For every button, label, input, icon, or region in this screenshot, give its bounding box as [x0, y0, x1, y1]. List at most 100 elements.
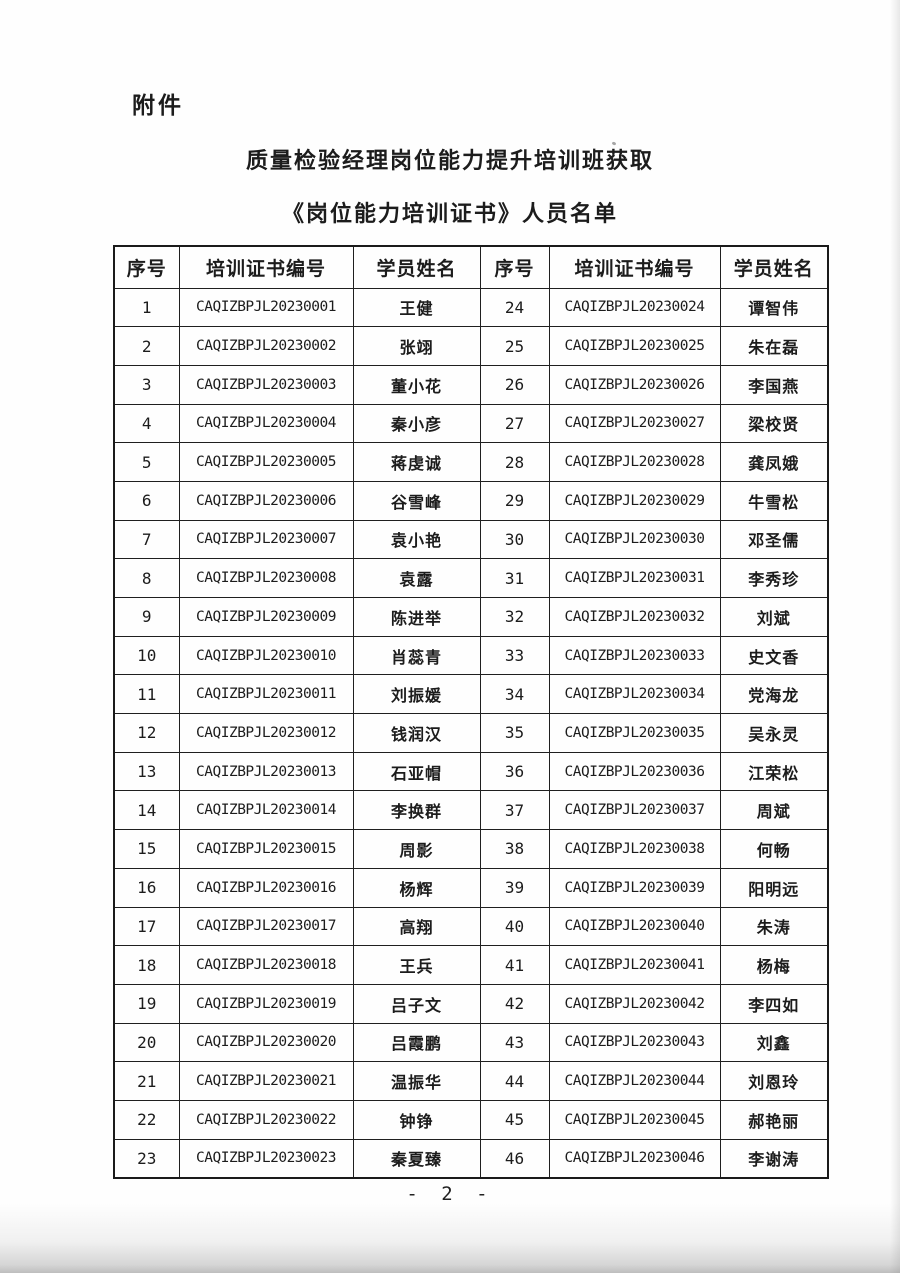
serial-cell: 36 — [479, 751, 550, 792]
column-header-cert-left: 培训证书编号 — [178, 245, 354, 289]
table-row: 7 CAQIZBPJL20230007 袁小艳 30 CAQIZBPJL20230030… — [113, 519, 829, 560]
serial-cell: 12 — [113, 713, 180, 753]
cert-number-cell: CAQIZBPJL20230005 — [178, 442, 354, 482]
serial-cell: 28 — [479, 442, 550, 482]
student-name-cell: 高翔 — [352, 906, 481, 947]
student-name-cell: 蒋虔诚 — [352, 442, 481, 482]
student-name-cell: 龚凤娥 — [719, 442, 829, 482]
table-row: 17 CAQIZBPJL20230017 高翔 40 CAQIZBPJL20230040… — [113, 906, 829, 947]
scan-artifact-right — [890, 0, 900, 1273]
serial-cell: 13 — [113, 751, 180, 792]
cert-number-cell: CAQIZBPJL20230028 — [548, 442, 721, 482]
cert-number-cell: CAQIZBPJL20230002 — [178, 326, 354, 366]
serial-cell: 32 — [479, 597, 550, 637]
serial-cell: 45 — [479, 1099, 550, 1140]
student-name-cell: 李秀珍 — [719, 558, 829, 598]
serial-cell: 7 — [113, 519, 180, 560]
table-row: 20 CAQIZBPJL20230020 吕霞鹏 43 CAQIZBPJL2023004… — [113, 1022, 829, 1063]
serial-cell: 22 — [113, 1099, 180, 1140]
serial-cell: 14 — [113, 790, 180, 831]
cert-number-cell: CAQIZBPJL20230044 — [548, 1061, 721, 1101]
cert-number-cell: CAQIZBPJL20230034 — [548, 674, 721, 715]
cert-number-cell: CAQIZBPJL20230014 — [178, 790, 354, 831]
cert-number-cell: CAQIZBPJL20230022 — [178, 1099, 354, 1140]
cert-number-cell: CAQIZBPJL20230024 — [548, 287, 721, 328]
serial-cell: 15 — [113, 829, 180, 869]
cert-number-cell: CAQIZBPJL20230001 — [178, 287, 354, 328]
cert-number-cell: CAQIZBPJL20230039 — [548, 867, 721, 908]
column-header-serial-left: 序号 — [113, 245, 180, 289]
serial-cell: 41 — [479, 945, 550, 985]
student-name-cell: 谷雪峰 — [352, 480, 481, 521]
student-name-cell: 刘斌 — [719, 597, 829, 637]
serial-cell: 31 — [479, 558, 550, 598]
serial-cell: 21 — [113, 1061, 180, 1101]
student-name-cell: 肖蕊青 — [352, 635, 481, 676]
serial-cell: 29 — [479, 480, 550, 521]
student-name-cell: 王兵 — [352, 945, 481, 985]
table-row: 8 CAQIZBPJL20230008 袁露 31 CAQIZBPJL20230031 李… — [113, 558, 829, 598]
table-row: 11 CAQIZBPJL20230011 刘振媛 34 CAQIZBPJL2023003… — [113, 674, 829, 715]
column-header-name-right: 学员姓名 — [719, 245, 829, 289]
table-row: 6 CAQIZBPJL20230006 谷雪峰 29 CAQIZBPJL20230029… — [113, 480, 829, 521]
cert-number-cell: CAQIZBPJL20230029 — [548, 480, 721, 521]
cert-number-cell: CAQIZBPJL20230021 — [178, 1061, 354, 1101]
student-name-cell: 刘恩玲 — [719, 1061, 829, 1101]
cert-number-cell: CAQIZBPJL20230008 — [178, 558, 354, 598]
table-row: 13 CAQIZBPJL20230013 石亚帽 36 CAQIZBPJL2023003… — [113, 751, 829, 792]
cert-number-cell: CAQIZBPJL20230012 — [178, 713, 354, 753]
student-name-cell: 杨梅 — [719, 945, 829, 985]
student-name-cell: 张翊 — [352, 326, 481, 366]
student-name-cell: 江荣松 — [719, 751, 829, 792]
student-name-cell: 朱涛 — [719, 906, 829, 947]
cert-number-cell: CAQIZBPJL20230032 — [548, 597, 721, 637]
cert-number-cell: CAQIZBPJL20230020 — [178, 1022, 354, 1063]
student-name-cell: 牛雪松 — [719, 480, 829, 521]
serial-cell: 9 — [113, 597, 180, 637]
serial-cell: 38 — [479, 829, 550, 869]
cert-number-cell: CAQIZBPJL20230027 — [548, 403, 721, 444]
student-name-cell: 李国燕 — [719, 364, 829, 405]
cert-number-cell: CAQIZBPJL20230015 — [178, 829, 354, 869]
student-name-cell: 吴永灵 — [719, 713, 829, 753]
student-name-cell: 董小花 — [352, 364, 481, 405]
serial-cell: 39 — [479, 867, 550, 908]
serial-cell: 3 — [113, 364, 180, 405]
table-row: 10 CAQIZBPJL20230010 肖蕊青 33 CAQIZBPJL2023003… — [113, 635, 829, 676]
cert-number-cell: CAQIZBPJL20230037 — [548, 790, 721, 831]
student-name-cell: 石亚帽 — [352, 751, 481, 792]
serial-cell: 43 — [479, 1022, 550, 1063]
student-name-cell: 阳明远 — [719, 867, 829, 908]
cert-number-cell: CAQIZBPJL20230017 — [178, 906, 354, 947]
attachment-label: 附件 — [132, 93, 184, 118]
cert-number-cell: CAQIZBPJL20230031 — [548, 558, 721, 598]
serial-cell: 37 — [479, 790, 550, 831]
serial-cell: 8 — [113, 558, 180, 598]
serial-cell: 11 — [113, 674, 180, 715]
table-row: 2 CAQIZBPJL20230002 张翊 25 CAQIZBPJL20230025 朱… — [113, 326, 829, 366]
serial-cell: 26 — [479, 364, 550, 405]
cert-number-cell: CAQIZBPJL20230013 — [178, 751, 354, 792]
serial-cell: 18 — [113, 945, 180, 985]
student-name-cell: 钱润汉 — [352, 713, 481, 753]
serial-cell: 2 — [113, 326, 180, 366]
student-name-cell: 郝艳丽 — [719, 1099, 829, 1140]
table-row: 14 CAQIZBPJL20230014 李换群 37 CAQIZBPJL2023003… — [113, 790, 829, 831]
student-name-cell: 李换群 — [352, 790, 481, 831]
table-row: 5 CAQIZBPJL20230005 蒋虔诚 28 CAQIZBPJL20230028… — [113, 442, 829, 482]
serial-cell: 5 — [113, 442, 180, 482]
table-row: 15 CAQIZBPJL20230015 周影 38 CAQIZBPJL20230038… — [113, 829, 829, 869]
serial-cell: 6 — [113, 480, 180, 521]
cert-number-cell: CAQIZBPJL20230038 — [548, 829, 721, 869]
page-number: - 2 - — [406, 1183, 494, 1205]
serial-cell: 1 — [113, 287, 180, 328]
student-name-cell: 周斌 — [719, 790, 829, 831]
serial-cell: 35 — [479, 713, 550, 753]
student-name-cell: 党海龙 — [719, 674, 829, 715]
cert-number-cell: CAQIZBPJL20230043 — [548, 1022, 721, 1063]
cert-number-cell: CAQIZBPJL20230025 — [548, 326, 721, 366]
cert-number-cell: CAQIZBPJL20230042 — [548, 983, 721, 1024]
table-row: 9 CAQIZBPJL20230009 陈进举 32 CAQIZBPJL20230032… — [113, 597, 829, 637]
table-row: 19 CAQIZBPJL20230019 吕子文 42 CAQIZBPJL2023004… — [113, 983, 829, 1024]
